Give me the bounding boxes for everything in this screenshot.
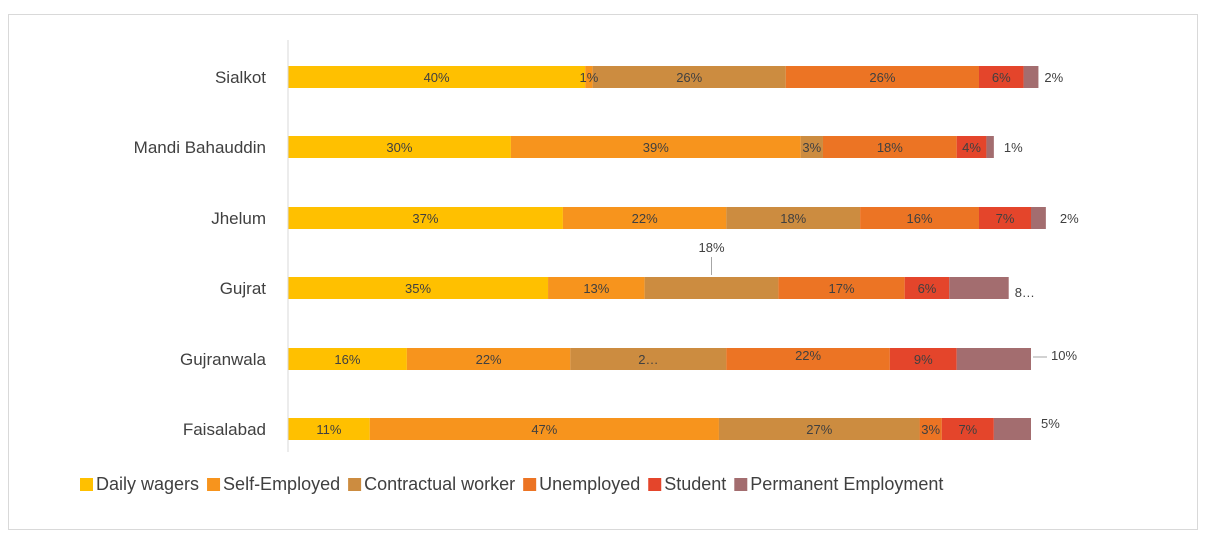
data-label-contractual-worker-sialkot: 26% xyxy=(676,70,702,85)
data-label-self-employed-mandi-bahauddin: 39% xyxy=(643,140,669,155)
bar-contractual-worker-mandi-bahauddin xyxy=(800,136,823,158)
legend-swatch-contractual-worker xyxy=(348,478,362,491)
data-label-daily-wagers-gujranwala: 16% xyxy=(334,352,360,367)
bar-daily-wagers-mandi-bahauddin xyxy=(288,136,511,158)
legend-swatch-daily-wagers xyxy=(80,478,93,491)
data-label-daily-wagers-gujrat: 35% xyxy=(405,281,431,296)
category-label-gujranwala: Gujranwala xyxy=(180,350,267,369)
bar-student-mandi-bahauddin xyxy=(956,136,987,158)
bars-group xyxy=(288,66,1046,440)
bar-permanent-employment-mandi-bahauddin xyxy=(986,136,994,158)
legend-swatch-student xyxy=(648,478,662,491)
data-label-unemployed-sialkot: 26% xyxy=(869,70,895,85)
bar-unemployed-faisalabad xyxy=(919,418,942,440)
bar-daily-wagers-jhelum xyxy=(288,207,563,229)
data-label-student-faisalabad: 7% xyxy=(958,422,977,437)
data-label-student-mandi-bahauddin: 4% xyxy=(962,140,981,155)
data-label-daily-wagers-jhelum: 37% xyxy=(412,211,438,226)
bar-student-sialkot xyxy=(978,66,1024,88)
bar-contractual-worker-gujrat xyxy=(644,277,779,299)
bar-daily-wagers-faisalabad xyxy=(288,418,370,440)
bar-self-employed-mandi-bahauddin xyxy=(510,136,801,158)
category-label-mandi-bahauddin: Mandi Bahauddin xyxy=(134,138,266,157)
category-label-gujrat: Gujrat xyxy=(220,279,267,298)
bar-student-gujranwala xyxy=(889,348,957,370)
bar-student-jhelum xyxy=(978,207,1031,229)
legend-label-student: Student xyxy=(664,474,726,494)
chart-frame xyxy=(8,14,1198,530)
bar-daily-wagers-gujrat xyxy=(288,277,549,299)
data-label-self-employed-faisalabad: 47% xyxy=(531,422,557,437)
data-label-contractual-worker-jhelum: 18% xyxy=(780,211,806,226)
data-label-unemployed-gujranwala: 22% xyxy=(795,348,821,363)
data-label-permanent-employment-gujrat: 8… xyxy=(1015,285,1035,300)
bar-unemployed-mandi-bahauddin xyxy=(822,136,957,158)
bar-self-employed-jhelum xyxy=(562,207,727,229)
category-label-sialkot: Sialkot xyxy=(215,68,266,87)
data-label-daily-wagers-mandi-bahauddin: 30% xyxy=(386,140,412,155)
data-label-unemployed-jhelum: 16% xyxy=(907,211,933,226)
data-label-permanent-employment-gujranwala: 10% xyxy=(1051,348,1077,363)
legend-label-contractual-worker: Contractual worker xyxy=(364,474,515,494)
bar-permanent-employment-gujranwala xyxy=(956,348,1031,370)
legend-label-daily-wagers: Daily wagers xyxy=(96,474,199,494)
bar-daily-wagers-gujranwala xyxy=(288,348,407,370)
data-label-student-gujranwala: 9% xyxy=(914,352,933,367)
bar-permanent-employment-faisalabad xyxy=(993,418,1031,440)
data-label-daily-wagers-faisalabad: 11% xyxy=(316,422,341,437)
category-label-faisalabad: Faisalabad xyxy=(183,420,266,439)
legend-swatch-permanent-employment xyxy=(734,478,748,491)
legend-label-permanent-employment: Permanent Employment xyxy=(750,474,943,494)
data-label-student-jhelum: 7% xyxy=(996,211,1015,226)
bar-unemployed-gujrat xyxy=(778,277,905,299)
data-label-permanent-employment-faisalabad: 5% xyxy=(1041,416,1060,431)
data-label-contractual-worker-gujrat: 18% xyxy=(698,240,724,255)
legend-label-self-employed: Self-Employed xyxy=(223,474,340,494)
data-label-contractual-worker-faisalabad: 27% xyxy=(806,422,832,437)
bar-student-faisalabad xyxy=(941,418,994,440)
data-label-self-employed-jhelum: 22% xyxy=(632,211,658,226)
bar-unemployed-sialkot xyxy=(785,66,979,88)
bar-contractual-worker-sialkot xyxy=(592,66,786,88)
data-label-contractual-worker-mandi-bahauddin: 3% xyxy=(802,140,821,155)
legend: Daily wagers Self-Employed Contractual wor… xyxy=(80,474,943,494)
bar-permanent-employment-jhelum xyxy=(1031,207,1046,229)
bar-contractual-worker-faisalabad xyxy=(718,418,920,440)
legend-swatch-unemployed xyxy=(523,478,537,491)
legend-swatch-self-employed xyxy=(207,478,221,491)
data-label-daily-wagers-sialkot: 40% xyxy=(424,70,450,85)
bar-contractual-worker-gujranwala xyxy=(570,348,727,370)
data-label-self-employed-gujranwala: 22% xyxy=(476,352,502,367)
data-label-self-employed-gujrat: 13% xyxy=(583,281,609,296)
bar-daily-wagers-sialkot xyxy=(288,66,586,88)
data-label-permanent-employment-sialkot: 2% xyxy=(1044,70,1063,85)
data-label-unemployed-gujrat: 17% xyxy=(829,281,855,296)
legend-label-unemployed: Unemployed xyxy=(539,474,640,494)
bar-self-employed-gujrat xyxy=(548,277,645,299)
data-label-unemployed-faisalabad: 3% xyxy=(921,422,940,437)
data-label-permanent-employment-mandi-bahauddin: 1% xyxy=(1004,140,1023,155)
bar-self-employed-faisalabad xyxy=(369,418,719,440)
category-labels-group: Sialkot Mandi Bahauddin Jhelum Gujrat Gujran… xyxy=(134,68,267,439)
bar-self-employed-sialkot xyxy=(585,66,593,88)
data-label-unemployed-mandi-bahauddin: 18% xyxy=(877,140,903,155)
data-label-self-employed-sialkot: 1% xyxy=(580,70,599,85)
category-label-jhelum: Jhelum xyxy=(211,209,266,228)
bar-unemployed-gujranwala xyxy=(726,348,890,370)
bar-unemployed-jhelum xyxy=(860,207,979,229)
data-label-contractual-worker-gujranwala: 2… xyxy=(638,352,658,367)
labels-group: 40% 1% 26% 26% 6% 2% 30% 39% 3% 18% 4% 1% 37% 22% 18% 1… xyxy=(316,70,1079,437)
bar-permanent-employment-sialkot xyxy=(1023,66,1039,88)
data-label-student-sialkot: 6% xyxy=(992,70,1011,85)
data-label-student-gujrat: 6% xyxy=(918,281,937,296)
bar-student-gujrat xyxy=(904,277,950,299)
bar-permanent-employment-gujrat xyxy=(949,277,1009,299)
bar-self-employed-gujranwala xyxy=(406,348,571,370)
data-label-permanent-employment-jhelum: 2% xyxy=(1060,211,1079,226)
bar-contractual-worker-jhelum xyxy=(726,207,861,229)
